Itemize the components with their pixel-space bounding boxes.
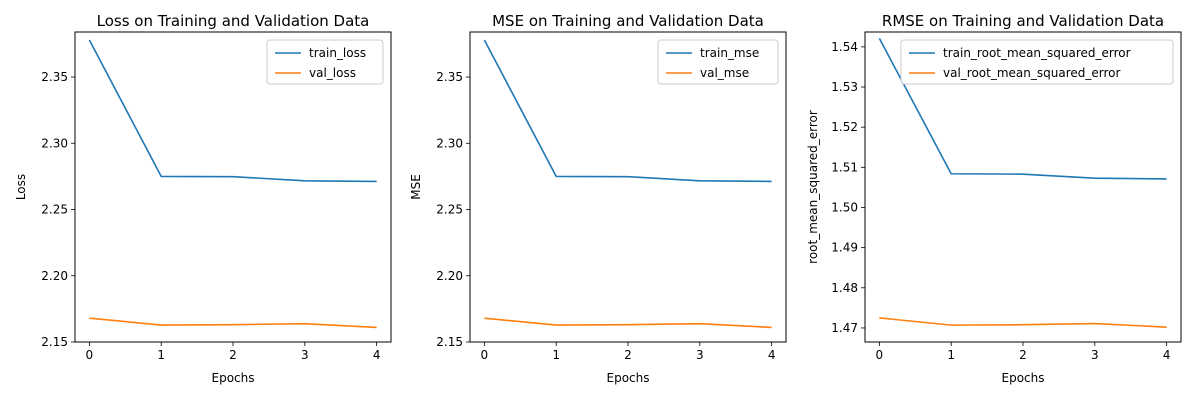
y-tick-label: 2.25 xyxy=(41,203,68,217)
x-tick-label: 1 xyxy=(157,348,165,362)
chart-title: MSE on Training and Validation Data xyxy=(492,12,764,30)
chart-panel-3: RMSE on Training and Validation Data 0 1 2 3… xyxy=(806,12,1182,385)
x-tick-label: 4 xyxy=(768,348,776,362)
y-tick-label: 1.49 xyxy=(831,241,858,255)
legend-label-val_root_mean_squared_error: val_root_mean_squared_error xyxy=(943,66,1120,80)
y-tick-label: 1.53 xyxy=(831,80,858,94)
y-tick-label: 1.52 xyxy=(831,120,858,134)
y-axis-label: MSE xyxy=(409,174,423,200)
y-tick-label: 1.48 xyxy=(831,281,858,295)
y-tick-label: 1.51 xyxy=(831,160,858,174)
x-tick-label: 1 xyxy=(552,348,560,362)
legend-label-train_root_mean_squared_error: train_root_mean_squared_error xyxy=(943,46,1131,60)
x-tick-label: 2 xyxy=(229,348,237,362)
x-tick-label: 0 xyxy=(876,348,884,362)
series-line-val_root_mean_squared_error xyxy=(879,317,1167,328)
y-tick-label: 2.15 xyxy=(41,335,68,349)
x-tick-label: 3 xyxy=(696,348,704,362)
x-tick-label: 0 xyxy=(481,348,489,362)
y-tick-label: 2.20 xyxy=(436,269,463,283)
x-tick-label: 1 xyxy=(947,348,955,362)
x-tick-label: 0 xyxy=(86,348,94,362)
y-tick-label: 2.15 xyxy=(436,335,463,349)
x-tick-label: 2 xyxy=(1019,348,1027,362)
y-tick-label: 2.35 xyxy=(436,70,463,84)
x-axis-label: Epochs xyxy=(1002,371,1045,385)
legend-box xyxy=(900,39,1174,85)
chart-panel-2: MSE on Training and Validation Data 0 1 2 3 4… xyxy=(409,12,787,385)
x-tick-label: 2 xyxy=(624,348,632,362)
series-line-train_loss xyxy=(88,39,377,183)
series-line-train_root_mean_squared_error xyxy=(878,38,1167,180)
legend: train_loss val_loss xyxy=(266,39,384,85)
chart-title: RMSE on Training and Validation Data xyxy=(882,12,1164,30)
x-tick-label: 3 xyxy=(1091,348,1099,362)
y-tick-label: 2.20 xyxy=(41,269,68,283)
x-tick-label: 4 xyxy=(373,348,381,362)
series-line-val_mse xyxy=(484,317,772,329)
x-tick-label: 3 xyxy=(301,348,309,362)
series-line-val_loss xyxy=(89,317,377,329)
chart-title: Loss on Training and Validation Data xyxy=(97,12,370,30)
series-line-train_mse xyxy=(483,39,772,183)
y-tick-label: 1.54 xyxy=(831,40,858,54)
y-axis-label: root_mean_squared_error xyxy=(806,110,820,264)
y-tick-label: 2.30 xyxy=(41,136,68,150)
x-axis-label: Epochs xyxy=(607,371,650,385)
chart-panel-1: Loss on Training and Validation Data 0 1 2 3… xyxy=(14,12,392,385)
x-tick-label: 4 xyxy=(1163,348,1171,362)
legend-label-val_mse: val_mse xyxy=(700,66,749,80)
legend-label-train_mse: train_mse xyxy=(700,46,759,60)
legend: train_mse val_mse xyxy=(657,39,779,85)
x-axis-label: Epochs xyxy=(212,371,255,385)
y-tick-label: 2.35 xyxy=(41,70,68,84)
legend: train_root_mean_squared_error val_root_me… xyxy=(900,39,1174,85)
legend-label-train_loss: train_loss xyxy=(309,46,366,60)
y-tick-label: 2.30 xyxy=(436,136,463,150)
y-tick-label: 1.47 xyxy=(831,321,858,335)
y-tick-label: 1.50 xyxy=(831,200,858,214)
y-tick-label: 2.25 xyxy=(436,203,463,217)
y-axis-label: Loss xyxy=(14,174,28,200)
legend-label-val_loss: val_loss xyxy=(309,66,356,80)
